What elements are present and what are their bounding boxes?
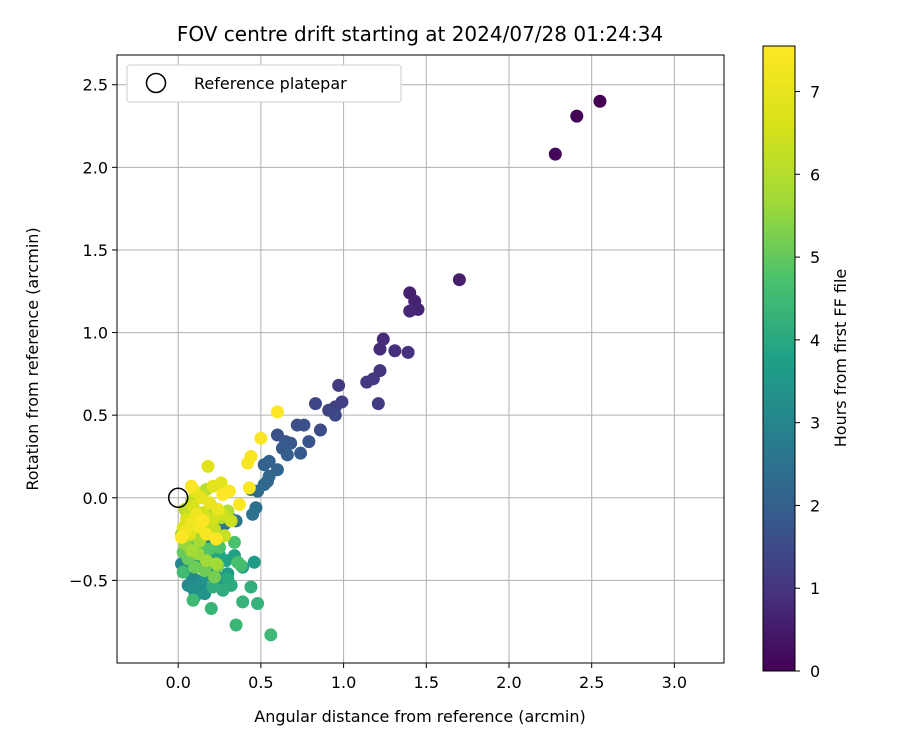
colorbar-tick-label: 3	[810, 414, 820, 433]
x-tick-label: 1.0	[331, 673, 356, 692]
data-point	[360, 375, 374, 389]
y-axis-ticks: −0.5 0.0 0.5 1.0 1.5 2.0 2.5	[69, 76, 117, 590]
data-point	[264, 628, 278, 642]
colorbar-tick-label: 6	[810, 165, 820, 184]
x-tick-label: 0.0	[165, 673, 190, 692]
data-point	[199, 527, 213, 541]
data-point	[308, 397, 322, 411]
data-point	[227, 535, 241, 549]
data-point	[184, 544, 198, 558]
data-point	[257, 458, 271, 472]
colorbar-tick-label: 7	[810, 83, 820, 102]
y-tick-label: 1.5	[83, 241, 108, 260]
data-point	[208, 570, 222, 584]
grid-lines	[117, 55, 724, 663]
y-tick-label: 2.0	[83, 158, 108, 177]
x-axis-ticks: 0.0 0.5 1.0 1.5 2.0 2.5 3.0	[165, 663, 687, 692]
data-point	[206, 479, 220, 493]
data-point	[593, 94, 607, 108]
data-point	[216, 487, 230, 501]
data-point	[209, 557, 223, 571]
data-point	[403, 304, 417, 318]
plot-frame	[116, 54, 725, 664]
legend-box	[126, 64, 402, 103]
data-point	[229, 618, 243, 632]
chart-title: FOV centre drift starting at 2024/07/28 …	[177, 22, 663, 46]
data-point	[251, 597, 265, 611]
data-point	[328, 408, 342, 422]
data-point	[376, 332, 390, 346]
colorbar-tick-label: 4	[810, 331, 820, 350]
data-point	[231, 555, 245, 569]
data-point	[236, 595, 250, 609]
data-point	[247, 555, 261, 569]
data-point	[184, 479, 198, 493]
data-point	[232, 497, 246, 511]
data-point	[548, 147, 562, 161]
data-point	[452, 273, 466, 287]
data-point	[204, 601, 218, 615]
data-point	[198, 563, 212, 577]
data-point	[244, 449, 258, 463]
data-point	[206, 580, 220, 594]
y-tick-label: 0.0	[83, 489, 108, 508]
data-point	[270, 405, 284, 419]
data-point	[280, 448, 294, 462]
data-point	[294, 446, 308, 460]
reference-platepar-marker	[167, 487, 189, 509]
data-point	[242, 481, 256, 495]
data-point	[570, 109, 584, 123]
data-point	[254, 431, 268, 445]
data-point	[246, 507, 260, 521]
data-point	[175, 530, 189, 544]
data-point	[371, 397, 385, 411]
data-point	[332, 378, 346, 392]
legend: Reference platepar	[126, 64, 402, 103]
y-tick-label: −0.5	[69, 571, 108, 590]
data-point	[186, 593, 200, 607]
colorbar: 0 1 2 3 4 5 6 7 Hours from first FF file	[762, 45, 850, 681]
legend-marker-icon	[145, 72, 167, 94]
data-point	[388, 344, 402, 358]
x-tick-label: 2.0	[496, 673, 521, 692]
y-tick-label: 2.5	[83, 76, 108, 95]
x-tick-label: 3.0	[662, 673, 687, 692]
colorbar-gradient	[762, 45, 796, 672]
data-point	[196, 514, 210, 528]
colorbar-ticks: 0 1 2 3 4 5 6 7	[795, 83, 820, 681]
data-point	[209, 532, 223, 546]
data-point	[244, 580, 258, 594]
x-tick-label: 1.5	[414, 673, 439, 692]
data-point	[216, 583, 230, 597]
data-point	[201, 459, 215, 473]
data-point	[176, 565, 190, 579]
colorbar-tick-label: 0	[810, 662, 820, 681]
data-point	[206, 512, 220, 526]
y-tick-label: 1.0	[83, 324, 108, 343]
data-point	[211, 502, 225, 516]
legend-entry-reference: Reference platepar	[194, 74, 347, 93]
colorbar-label: Hours from first FF file	[831, 269, 850, 448]
data-point	[401, 345, 415, 359]
colorbar-tick-label: 2	[810, 496, 820, 515]
data-points	[175, 94, 607, 642]
data-point	[302, 435, 316, 449]
data-point	[188, 560, 202, 574]
colorbar-tick-label: 1	[810, 579, 820, 598]
y-tick-label: 0.5	[83, 406, 108, 425]
colorbar-tick-label: 5	[810, 248, 820, 267]
y-axis-label: Rotation from reference (arcmin)	[23, 227, 42, 490]
data-point	[373, 342, 387, 356]
x-axis-label: Angular distance from reference (arcmin)	[254, 707, 585, 726]
data-point	[199, 554, 213, 568]
data-point	[313, 423, 327, 437]
x-tick-label: 2.5	[579, 673, 604, 692]
x-tick-label: 0.5	[248, 673, 273, 692]
data-point	[297, 418, 311, 432]
